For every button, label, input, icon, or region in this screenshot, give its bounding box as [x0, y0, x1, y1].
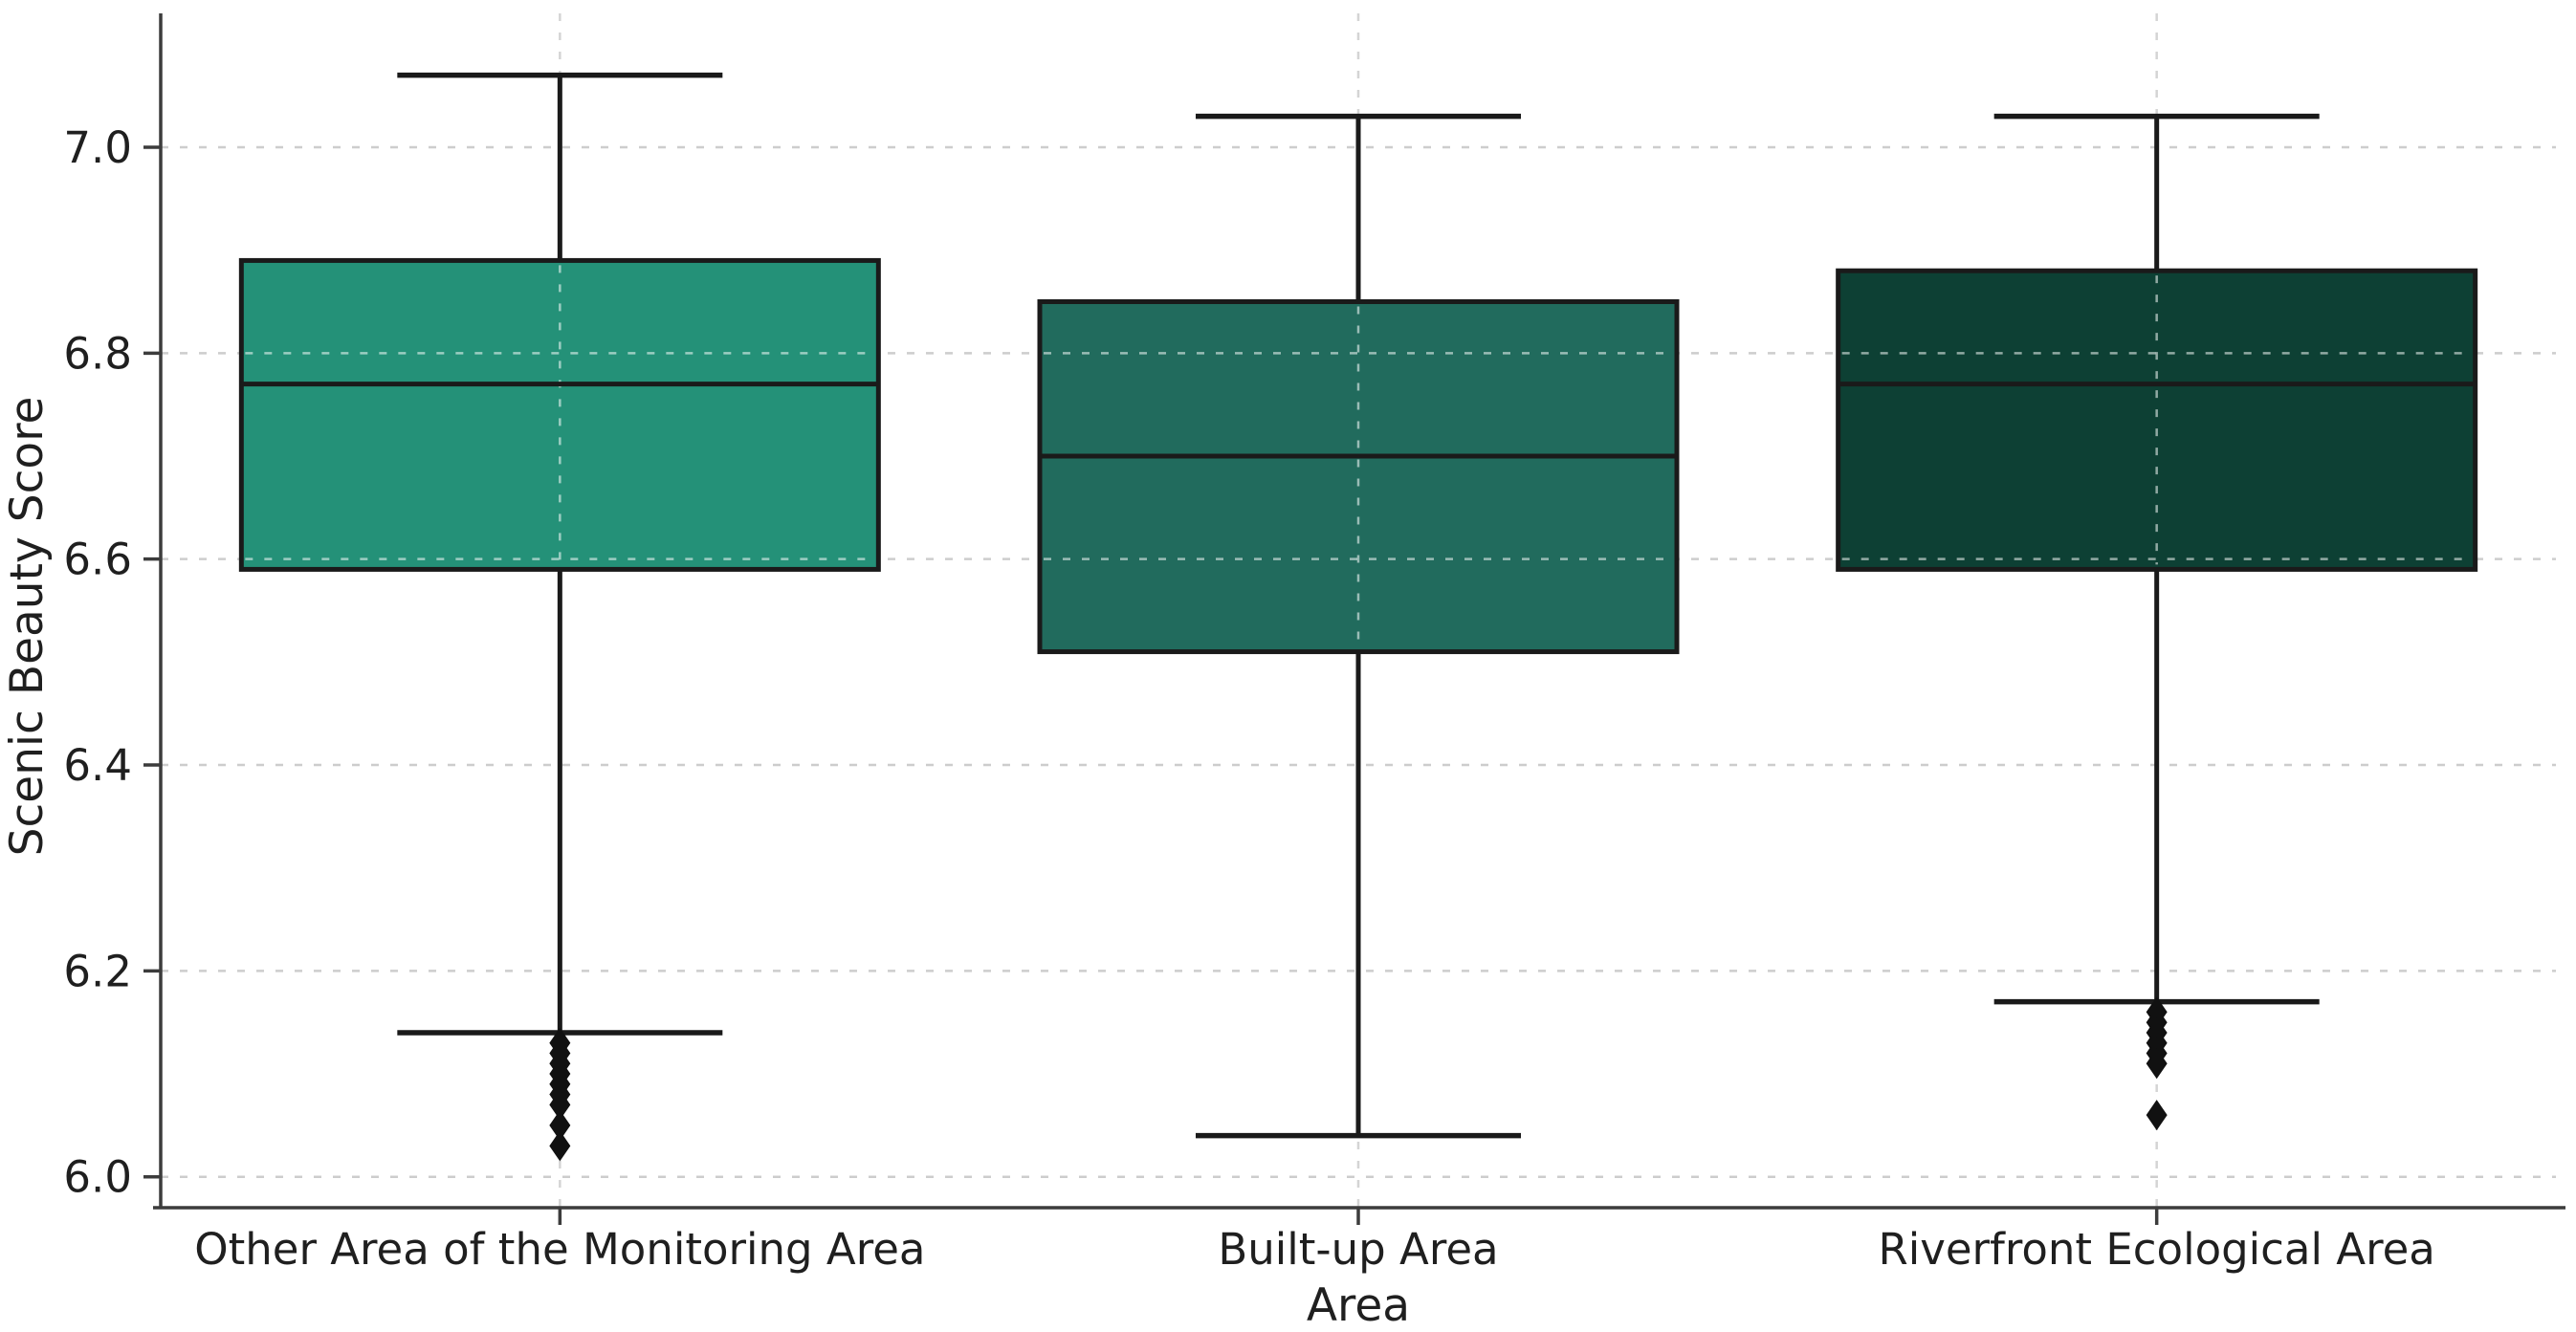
- y-tick-label: 7.0: [63, 122, 132, 173]
- x-tick-label: Riverfront Ecological Area: [1878, 1224, 2434, 1275]
- y-tick-label: 6.2: [63, 946, 132, 996]
- x-tick-label: Built-up Area: [1218, 1224, 1498, 1275]
- x-axis-title: Area: [1307, 1279, 1410, 1332]
- y-tick-label: 6.8: [63, 328, 132, 379]
- y-tick-label: 6.0: [63, 1152, 132, 1203]
- y-tick-label: 6.6: [63, 535, 132, 585]
- outlier-point: [549, 1109, 571, 1141]
- y-axis-title: Scenic Beauty Score: [1, 397, 54, 857]
- outlier-point: [549, 1089, 571, 1121]
- y-tick-label: 6.4: [63, 740, 132, 791]
- outlier-point: [2146, 1100, 2168, 1131]
- chart-layers: 6.0 6.2 6.4 6.6 6.8 7.0 Other Area of the Moni…: [63, 13, 2565, 1275]
- outlier-point: [2146, 1048, 2168, 1080]
- x-tick-label: Other Area of the Monitoring Area: [194, 1224, 925, 1275]
- outlier-point: [549, 1130, 571, 1162]
